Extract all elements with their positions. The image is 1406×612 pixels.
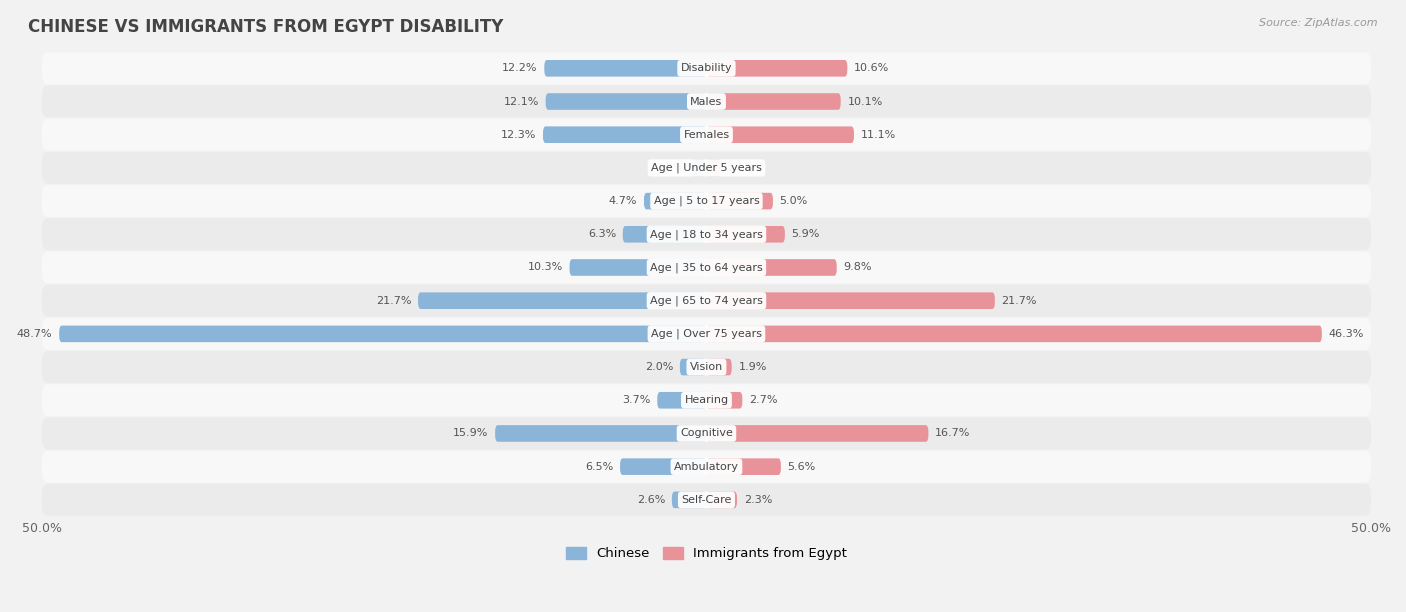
FancyBboxPatch shape	[42, 417, 1371, 449]
Text: Males: Males	[690, 97, 723, 106]
Text: Vision: Vision	[690, 362, 723, 372]
FancyBboxPatch shape	[620, 458, 706, 475]
FancyBboxPatch shape	[42, 252, 1371, 283]
Text: 9.8%: 9.8%	[844, 263, 872, 272]
Text: 4.7%: 4.7%	[609, 196, 637, 206]
Text: 5.9%: 5.9%	[792, 230, 820, 239]
FancyBboxPatch shape	[42, 450, 1371, 483]
Text: 11.1%: 11.1%	[860, 130, 896, 140]
FancyBboxPatch shape	[706, 127, 853, 143]
Text: 2.7%: 2.7%	[749, 395, 778, 405]
FancyBboxPatch shape	[706, 491, 737, 508]
Text: Ambulatory: Ambulatory	[673, 461, 740, 472]
FancyBboxPatch shape	[706, 293, 995, 309]
Text: 5.6%: 5.6%	[787, 461, 815, 472]
FancyBboxPatch shape	[42, 86, 1371, 118]
FancyBboxPatch shape	[42, 484, 1371, 516]
FancyBboxPatch shape	[706, 259, 837, 276]
FancyBboxPatch shape	[681, 359, 706, 375]
Text: 10.3%: 10.3%	[527, 263, 562, 272]
FancyBboxPatch shape	[706, 226, 785, 242]
Text: Cognitive: Cognitive	[681, 428, 733, 438]
Text: Age | 65 to 74 years: Age | 65 to 74 years	[650, 296, 763, 306]
FancyBboxPatch shape	[546, 93, 706, 110]
FancyBboxPatch shape	[706, 458, 780, 475]
Text: 6.5%: 6.5%	[585, 461, 613, 472]
FancyBboxPatch shape	[42, 351, 1371, 383]
FancyBboxPatch shape	[42, 285, 1371, 316]
FancyBboxPatch shape	[657, 392, 706, 409]
Text: Age | Under 5 years: Age | Under 5 years	[651, 163, 762, 173]
Text: 21.7%: 21.7%	[375, 296, 412, 305]
FancyBboxPatch shape	[42, 152, 1371, 184]
Text: 15.9%: 15.9%	[453, 428, 488, 438]
Text: Source: ZipAtlas.com: Source: ZipAtlas.com	[1260, 18, 1378, 28]
FancyBboxPatch shape	[42, 185, 1371, 217]
Text: 12.2%: 12.2%	[502, 63, 537, 73]
FancyBboxPatch shape	[706, 60, 848, 76]
FancyBboxPatch shape	[569, 259, 706, 276]
FancyBboxPatch shape	[495, 425, 706, 442]
Text: 16.7%: 16.7%	[935, 428, 970, 438]
Text: Age | Over 75 years: Age | Over 75 years	[651, 329, 762, 339]
Text: 21.7%: 21.7%	[1001, 296, 1038, 305]
Text: Females: Females	[683, 130, 730, 140]
Text: 1.9%: 1.9%	[738, 362, 766, 372]
FancyBboxPatch shape	[706, 93, 841, 110]
FancyBboxPatch shape	[42, 119, 1371, 151]
Text: Age | 18 to 34 years: Age | 18 to 34 years	[650, 229, 763, 239]
FancyBboxPatch shape	[42, 318, 1371, 350]
Text: 2.6%: 2.6%	[637, 495, 665, 505]
FancyBboxPatch shape	[706, 160, 721, 176]
Text: 1.1%: 1.1%	[657, 163, 685, 173]
FancyBboxPatch shape	[706, 359, 731, 375]
FancyBboxPatch shape	[543, 127, 706, 143]
Text: Self-Care: Self-Care	[682, 495, 731, 505]
FancyBboxPatch shape	[706, 193, 773, 209]
Text: 48.7%: 48.7%	[17, 329, 52, 339]
FancyBboxPatch shape	[544, 60, 706, 76]
FancyBboxPatch shape	[706, 326, 1322, 342]
Text: Disability: Disability	[681, 63, 733, 73]
Text: 10.1%: 10.1%	[848, 97, 883, 106]
Legend: Chinese, Immigrants from Egypt: Chinese, Immigrants from Egypt	[561, 542, 852, 565]
FancyBboxPatch shape	[59, 326, 706, 342]
Text: 46.3%: 46.3%	[1329, 329, 1364, 339]
Text: Hearing: Hearing	[685, 395, 728, 405]
FancyBboxPatch shape	[644, 193, 706, 209]
FancyBboxPatch shape	[623, 226, 706, 242]
Text: 6.3%: 6.3%	[588, 230, 616, 239]
Text: 3.7%: 3.7%	[623, 395, 651, 405]
FancyBboxPatch shape	[42, 384, 1371, 416]
FancyBboxPatch shape	[672, 491, 706, 508]
FancyBboxPatch shape	[42, 218, 1371, 250]
Text: 10.6%: 10.6%	[853, 63, 889, 73]
FancyBboxPatch shape	[42, 53, 1371, 84]
Text: 1.1%: 1.1%	[728, 163, 756, 173]
Text: 5.0%: 5.0%	[779, 196, 808, 206]
Text: 12.3%: 12.3%	[501, 130, 536, 140]
Text: 2.0%: 2.0%	[645, 362, 673, 372]
FancyBboxPatch shape	[692, 160, 706, 176]
Text: Age | 5 to 17 years: Age | 5 to 17 years	[654, 196, 759, 206]
Text: CHINESE VS IMMIGRANTS FROM EGYPT DISABILITY: CHINESE VS IMMIGRANTS FROM EGYPT DISABIL…	[28, 18, 503, 36]
FancyBboxPatch shape	[706, 392, 742, 409]
Text: Age | 35 to 64 years: Age | 35 to 64 years	[650, 262, 763, 273]
Text: 12.1%: 12.1%	[503, 97, 538, 106]
FancyBboxPatch shape	[418, 293, 706, 309]
FancyBboxPatch shape	[706, 425, 928, 442]
Text: 2.3%: 2.3%	[744, 495, 772, 505]
